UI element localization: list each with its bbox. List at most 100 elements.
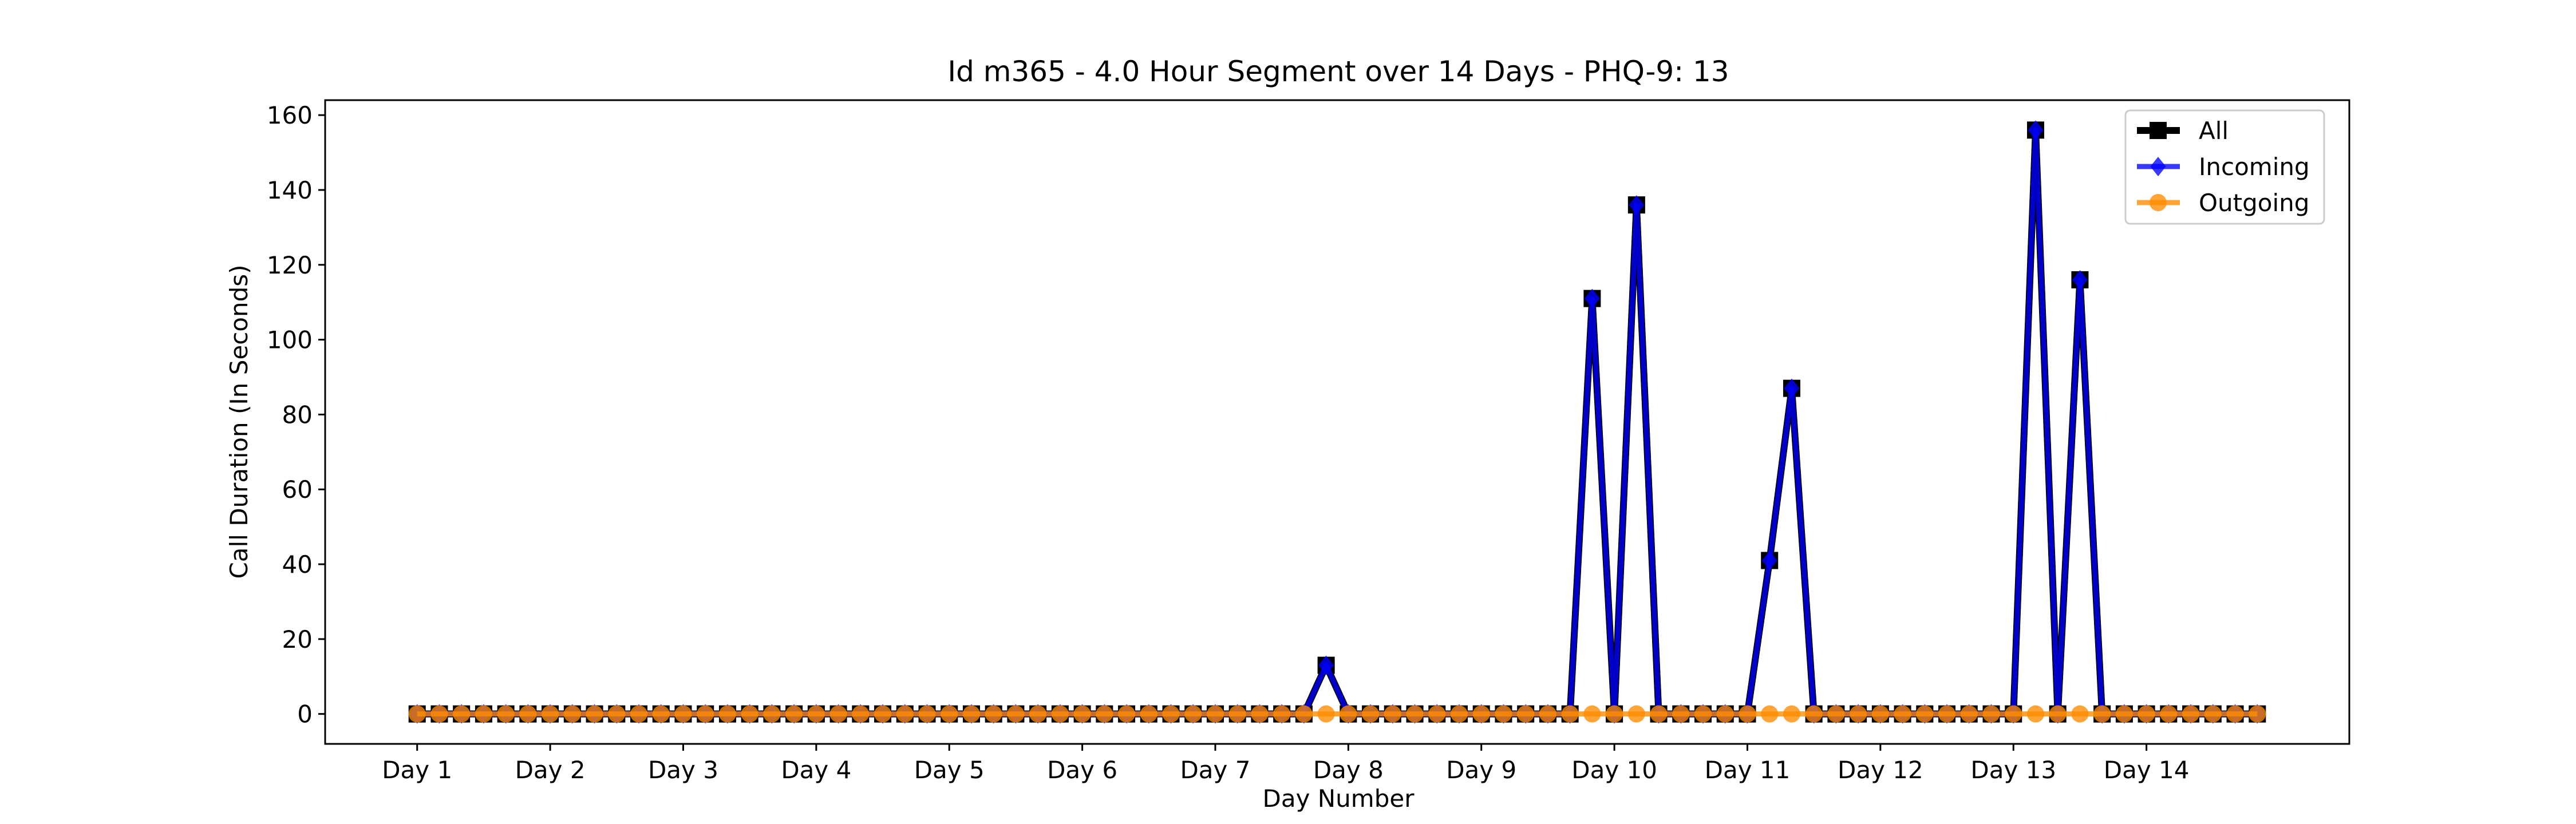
data-point-incoming	[1761, 550, 1777, 571]
data-point-outgoing	[1096, 705, 1113, 723]
data-point-outgoing	[1495, 705, 1512, 723]
data-point-outgoing	[829, 705, 847, 723]
data-point-outgoing	[2026, 705, 2044, 723]
data-point-outgoing	[519, 705, 537, 723]
chart-title: Id m365 - 4.0 Hour Segment over 14 Days …	[947, 55, 1729, 88]
data-point-outgoing	[1428, 705, 1446, 723]
data-point-outgoing	[430, 705, 448, 723]
data-point-outgoing	[1273, 705, 1291, 723]
y-axis-label: Call Duration (In Seconds)	[225, 264, 253, 579]
data-point-outgoing	[1694, 705, 1712, 723]
data-point-outgoing	[2115, 705, 2133, 723]
data-point-outgoing	[985, 705, 1002, 723]
x-axis-label: Day Number	[1262, 785, 1415, 813]
x-tick-label: Day 13	[1970, 756, 2056, 784]
data-point-outgoing	[674, 705, 692, 723]
legend-marker-outgoing	[2150, 194, 2167, 211]
plot-area: 0 20 40 60 80 100 120 140 160 Day 1 Day 2 Day 3 Day …	[267, 99, 2350, 784]
data-point-outgoing	[807, 705, 825, 723]
x-tick-label: Day 14	[2104, 756, 2190, 784]
data-point-outgoing	[1716, 705, 1734, 723]
data-point-outgoing	[1384, 705, 1401, 723]
data-point-outgoing	[586, 705, 603, 723]
data-point-outgoing	[2204, 705, 2222, 723]
x-tick-label: Day 7	[1180, 756, 1250, 784]
y-tick-label: 0	[297, 700, 313, 728]
data-point-outgoing	[630, 705, 648, 723]
data-point-outgoing	[453, 705, 471, 723]
data-point-outgoing	[1184, 705, 1202, 723]
data-point-incoming	[1584, 288, 1600, 308]
data-point-outgoing	[1406, 705, 1424, 723]
data-point-outgoing	[1029, 705, 1047, 723]
legend-label-incoming: Incoming	[2199, 153, 2310, 181]
data-point-outgoing	[2049, 705, 2067, 723]
data-point-outgoing	[1650, 705, 1668, 723]
data-point-outgoing	[918, 705, 936, 723]
data-point-outgoing	[497, 705, 515, 723]
data-point-outgoing	[763, 705, 781, 723]
data-point-incoming	[1784, 378, 1800, 398]
x-tick-label: Day 8	[1313, 756, 1384, 784]
data-point-outgoing	[874, 705, 892, 723]
legend-box	[2124, 109, 2325, 225]
y-tick-label: 100	[267, 326, 313, 354]
data-point-outgoing	[1672, 705, 1690, 723]
data-point-outgoing	[697, 705, 714, 723]
data-point-outgoing	[1007, 705, 1025, 723]
data-point-incoming	[1629, 195, 1645, 215]
y-tick-label: 60	[282, 476, 313, 504]
data-point-outgoing	[1894, 705, 1911, 723]
data-point-outgoing	[2160, 705, 2178, 723]
data-point-outgoing	[408, 705, 426, 723]
x-tick-label: Day 11	[1705, 756, 1791, 784]
data-point-outgoing	[652, 705, 670, 723]
data-point-outgoing	[1938, 705, 1956, 723]
x-tick-label: Day 2	[515, 756, 586, 784]
data-point-outgoing	[1317, 705, 1335, 723]
data-point-outgoing	[563, 705, 581, 723]
data-point-outgoing	[941, 705, 958, 723]
data-point-outgoing	[2249, 705, 2266, 723]
data-point-outgoing	[741, 705, 758, 723]
data-point-outgoing	[1517, 705, 1535, 723]
data-point-outgoing	[1783, 705, 1800, 723]
y-tick-label: 160	[267, 101, 313, 129]
data-point-outgoing	[896, 705, 914, 723]
y-tick-label: 40	[282, 550, 313, 579]
data-point-outgoing	[1982, 705, 2000, 723]
y-tick-label: 80	[282, 401, 313, 429]
data-point-outgoing	[1627, 705, 1645, 723]
data-point-incoming	[2072, 270, 2088, 290]
x-tick-label: Day 9	[1446, 756, 1516, 784]
legend: All Incoming Outgoing	[2124, 109, 2325, 225]
data-point-outgoing	[2182, 705, 2200, 723]
data-point-outgoing	[962, 705, 980, 723]
data-point-outgoing	[2005, 705, 2022, 723]
data-point-outgoing	[1051, 705, 1069, 723]
data-point-outgoing	[2138, 705, 2155, 723]
data-point-outgoing	[1206, 705, 1224, 723]
legend-label-outgoing: Outgoing	[2199, 189, 2309, 217]
data-point-outgoing	[718, 705, 736, 723]
data-point-outgoing	[542, 705, 559, 723]
x-tick-label: Day 5	[914, 756, 985, 784]
x-tick-label: Day 4	[781, 756, 851, 784]
data-point-outgoing	[2226, 705, 2244, 723]
data-point-outgoing	[608, 705, 626, 723]
data-point-outgoing	[1140, 705, 1157, 723]
data-point-outgoing	[1850, 705, 1867, 723]
data-point-outgoing	[1583, 705, 1601, 723]
data-point-outgoing	[785, 705, 803, 723]
data-point-outgoing	[1827, 705, 1845, 723]
data-point-outgoing	[1539, 705, 1556, 723]
axes-frame	[324, 99, 2350, 745]
data-point-outgoing	[1362, 705, 1380, 723]
data-point-outgoing	[1805, 705, 1823, 723]
x-tick-label: Day 3	[648, 756, 718, 784]
data-point-outgoing	[852, 705, 870, 723]
data-point-outgoing	[1561, 705, 1579, 723]
data-point-outgoing	[2093, 705, 2111, 723]
data-point-outgoing	[1451, 705, 1468, 723]
